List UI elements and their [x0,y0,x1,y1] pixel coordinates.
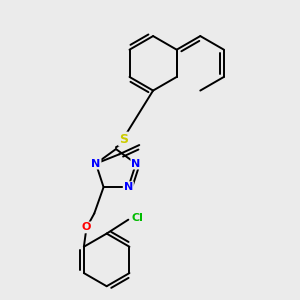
Text: S: S [119,133,128,146]
Text: N: N [91,159,101,169]
Text: Cl: Cl [131,213,143,223]
Text: O: O [82,222,91,233]
Text: N: N [124,182,133,192]
Text: N: N [131,159,141,169]
